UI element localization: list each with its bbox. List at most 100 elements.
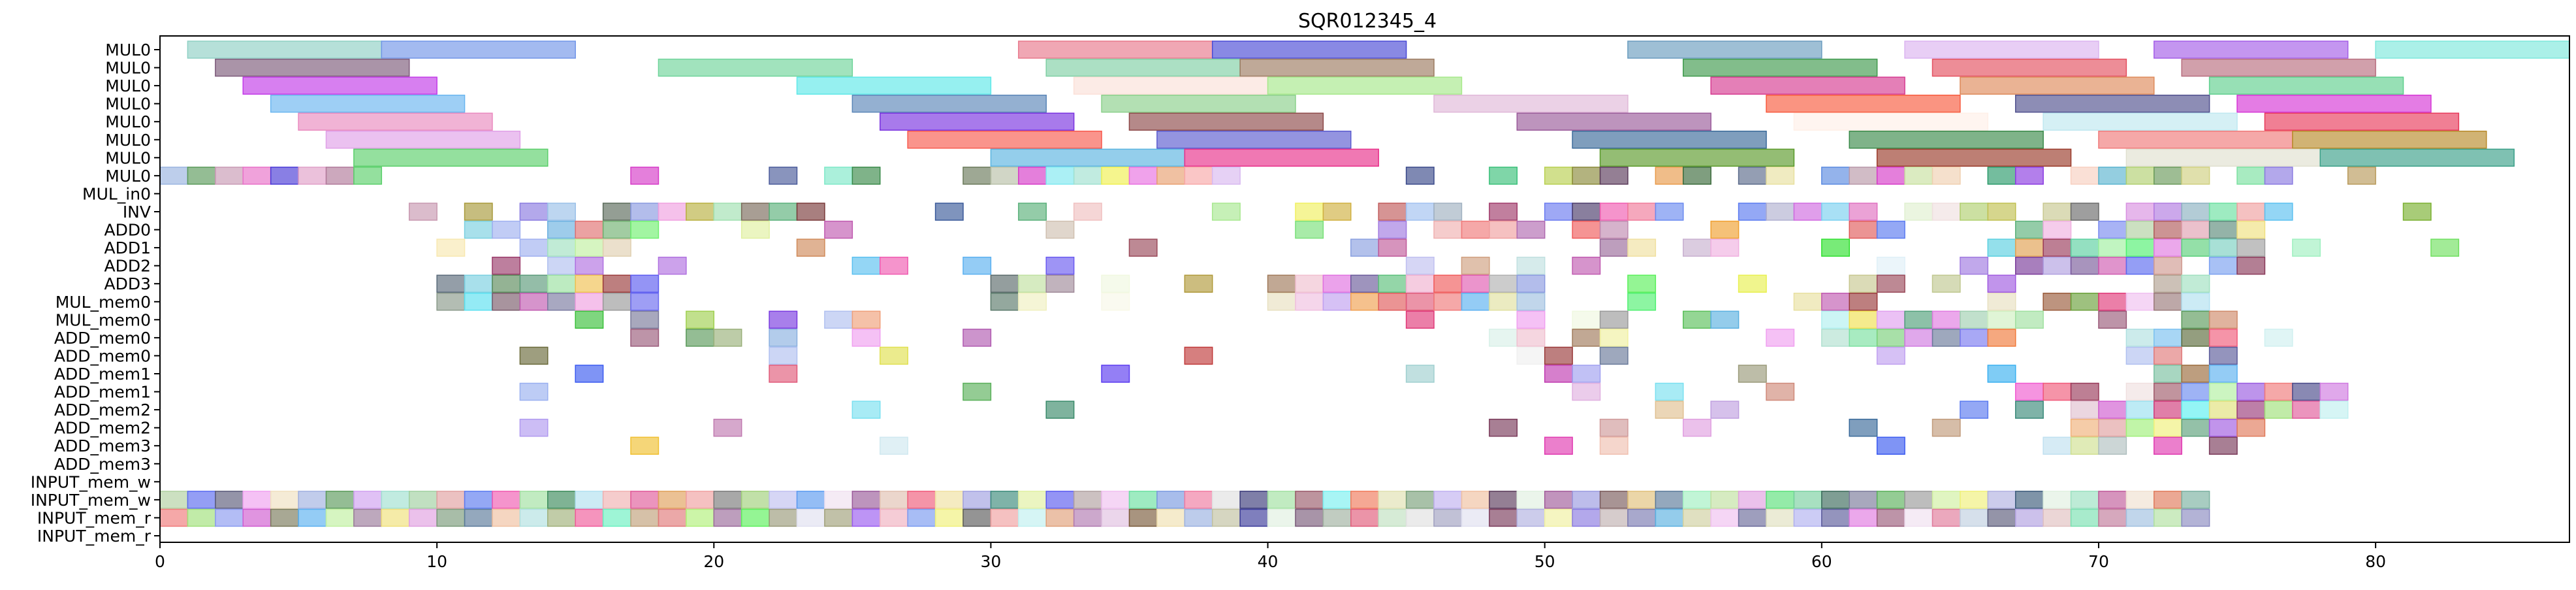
task-bar <box>962 167 992 185</box>
task-bar <box>2098 418 2127 437</box>
task-bar <box>1516 274 1546 293</box>
task-bar <box>824 491 853 509</box>
task-bar <box>1904 329 1933 347</box>
task-bar <box>1350 238 1379 257</box>
task-bar <box>658 491 687 509</box>
task-bar <box>2236 203 2266 221</box>
task-bar <box>1239 58 1435 77</box>
task-bar <box>2264 401 2293 419</box>
task-bar <box>1350 293 1379 311</box>
task-bar <box>769 310 798 329</box>
x-tick-label: 60 <box>1811 552 1832 571</box>
task-bar <box>796 203 825 221</box>
task-bar <box>1793 203 1822 221</box>
task-bar <box>1766 329 1795 347</box>
task-bar <box>1211 203 1241 221</box>
task-bar <box>740 203 770 221</box>
task-bar <box>630 491 660 509</box>
task-bar <box>1683 167 1711 185</box>
task-bar <box>1710 238 1740 257</box>
task-bar <box>1876 310 1905 329</box>
task-bar <box>796 491 825 509</box>
task-bar <box>2098 238 2127 257</box>
task-bar <box>934 491 964 509</box>
task-bar <box>1987 508 2016 527</box>
task-bar <box>769 329 798 347</box>
task-bar <box>2154 346 2182 365</box>
task-bar <box>242 76 437 95</box>
task-bar <box>2154 382 2182 401</box>
task-bar <box>1876 508 1905 527</box>
task-bar <box>1793 112 1989 131</box>
task-bar <box>1793 293 1822 311</box>
task-bar <box>658 508 687 527</box>
task-bar <box>1405 365 1435 383</box>
task-bar <box>1876 220 1905 239</box>
task-bar <box>1516 346 1546 365</box>
task-bar <box>1045 220 1075 239</box>
task-bar <box>1045 256 1075 275</box>
task-bar <box>2043 436 2072 455</box>
task-bar <box>713 508 742 527</box>
task-bar <box>796 76 992 95</box>
task-bar <box>1544 167 1573 185</box>
task-bar <box>1045 58 1241 77</box>
task-bar <box>1876 274 1905 293</box>
task-bar <box>713 491 742 509</box>
task-bar <box>2292 401 2321 419</box>
task-bar <box>740 508 770 527</box>
task-bar <box>1710 508 1740 527</box>
task-bar <box>2208 365 2238 383</box>
task-bar <box>2125 256 2155 275</box>
y-tick-label: ADD_mem0 <box>54 346 151 365</box>
task-bar <box>1516 220 1546 239</box>
task-bar <box>1655 401 1684 419</box>
y-tick-label: ADD_mem3 <box>54 455 151 474</box>
task-bar <box>1489 508 1518 527</box>
y-tick-label: MUL0 <box>105 41 151 59</box>
task-bar <box>325 167 355 185</box>
task-bar <box>1128 491 1158 509</box>
task-bar <box>2154 167 2182 185</box>
task-bar <box>2208 401 2238 419</box>
task-bar <box>215 167 244 185</box>
task-bar <box>851 491 881 509</box>
task-bar <box>1987 203 2016 221</box>
task-bar <box>769 346 798 365</box>
x-tick-label: 70 <box>2088 552 2109 571</box>
task-bar <box>2098 491 2127 509</box>
task-bar <box>1710 401 1740 419</box>
y-tick-label: MUL0 <box>105 167 151 186</box>
task-bar <box>1101 365 1130 383</box>
task-bar <box>519 418 549 437</box>
task-bar <box>1627 274 1657 293</box>
task-bar <box>1821 508 1850 527</box>
task-bar <box>1239 508 1269 527</box>
task-bar <box>740 491 770 509</box>
task-bar <box>1849 418 1878 437</box>
task-bar <box>1378 491 1407 509</box>
task-bar <box>547 203 576 221</box>
task-bar <box>1960 203 1989 221</box>
task-bar <box>1516 310 1546 329</box>
task-bar <box>1572 365 1601 383</box>
task-bar <box>713 203 742 221</box>
task-bar <box>1960 401 1989 419</box>
task-bar <box>1683 58 1878 77</box>
task-bar <box>1101 508 1130 527</box>
task-bar <box>851 310 881 329</box>
task-bar <box>1904 310 1933 329</box>
task-bar <box>1821 167 1850 185</box>
task-bar <box>1544 508 1573 527</box>
task-bar <box>2292 238 2321 257</box>
task-bar <box>962 256 992 275</box>
task-bar <box>1904 167 1933 185</box>
task-bar <box>1710 310 1740 329</box>
task-bar <box>2070 238 2099 257</box>
task-bar <box>2181 329 2210 347</box>
task-bar <box>547 274 576 293</box>
task-bar <box>1295 274 1324 293</box>
task-bar <box>1045 167 1075 185</box>
x-tick-label: 20 <box>703 552 724 571</box>
